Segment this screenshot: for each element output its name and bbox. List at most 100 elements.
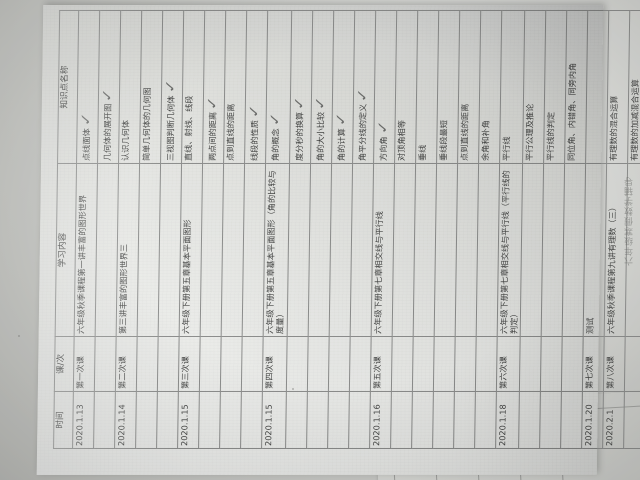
cell-time xyxy=(156,391,179,449)
cell-time xyxy=(219,391,242,449)
cell-session: 第二次课 xyxy=(115,336,138,392)
cell-content: 六年级下册第五章基本平面图形 xyxy=(179,163,203,337)
cell-content xyxy=(286,163,311,337)
cell-session xyxy=(157,336,180,392)
checkmark-icon: ✓ xyxy=(77,110,94,128)
table-body: 2020.1.13 第一次课 六年级秋季课程第一讲丰富的图形世界 点线面体✓ 几何体的展… xyxy=(72,10,640,449)
cell-time xyxy=(135,391,158,449)
cell-session xyxy=(94,336,117,392)
cell-time xyxy=(453,391,475,449)
cell-content xyxy=(391,163,416,337)
cell-knowledge: 有理数的加减混合运算 xyxy=(627,10,640,164)
cell-time xyxy=(240,391,263,449)
cell-content xyxy=(475,163,500,337)
cell-time: 2020.1.15 xyxy=(177,391,200,449)
header-time: 时间 xyxy=(53,391,74,449)
cell-session xyxy=(432,336,455,392)
cell-content xyxy=(454,163,479,337)
cell-knowledge: 方向角✓ xyxy=(373,10,397,164)
cell-content xyxy=(307,163,332,337)
cell-knowledge: 平行公理及推论 xyxy=(522,10,546,164)
cell-time xyxy=(518,391,541,449)
cell-content xyxy=(158,163,182,337)
cell-knowledge: 角的计算✓ xyxy=(331,10,355,164)
cell-time xyxy=(411,391,433,449)
cell-content xyxy=(541,163,565,337)
cell-time xyxy=(327,391,349,449)
cell-knowledge: 三视图判断几何体✓ xyxy=(160,10,184,164)
cell-session xyxy=(519,336,542,392)
cell-content xyxy=(520,163,544,337)
cell-knowledge: 几何体的展开图✓ xyxy=(97,10,121,164)
cell-session xyxy=(285,336,308,392)
cell-time xyxy=(539,391,562,449)
checkmark-icon: ✓ xyxy=(332,110,349,128)
cell-time xyxy=(93,391,116,449)
header-session: 课/次 xyxy=(54,336,75,392)
cell-knowledge: 垂线段最短 xyxy=(436,10,460,164)
checkmark-icon: ✓ xyxy=(245,102,262,120)
cell-session xyxy=(624,336,640,392)
cell-time: 2020.1.15 xyxy=(261,391,286,449)
checkmark-icon: ✓ xyxy=(290,94,307,112)
cell-content xyxy=(328,163,353,337)
cell-content xyxy=(221,163,245,337)
cell-knowledge: 度分秒的换算✓ xyxy=(289,10,313,164)
cell-session xyxy=(220,336,243,392)
cell-content xyxy=(95,163,119,337)
cell-knowledge: 认识几何体 xyxy=(118,10,142,164)
margin-handwriting-note: 六年级寒假数学辅导 xyxy=(625,176,635,266)
checkmark-icon: ✓ xyxy=(353,86,370,104)
cell-session: 第三次课 xyxy=(178,336,201,392)
cell-session: 第四次课 xyxy=(262,336,287,392)
cell-knowledge: 同位角、内错角、同旁内角 xyxy=(564,10,588,164)
cell-session: 第七次课 xyxy=(582,336,605,392)
cell-session: 第一次课 xyxy=(73,336,96,392)
cell-content xyxy=(349,163,374,337)
cell-knowledge: 角的概念✓ xyxy=(265,10,292,164)
cell-time: 2020.1.20 xyxy=(581,391,604,449)
checkmark-icon: ✓ xyxy=(374,119,390,136)
cell-knowledge: 角的大小比较✓ xyxy=(310,10,334,164)
cell-content: 六年级秋季课程第一讲丰富的图形世界 xyxy=(74,163,98,337)
cell-session xyxy=(199,336,222,392)
cell-session: 第五次课 xyxy=(369,336,392,392)
cell-knowledge: 点到直线的距离 xyxy=(457,10,481,164)
checkmark-icon: ✓ xyxy=(311,94,328,112)
cell-session: 第六次课 xyxy=(495,336,521,392)
cell-knowledge: 角平分线的定义✓ xyxy=(352,10,376,164)
cell-time: 2020.2.1 xyxy=(602,391,625,449)
cell-time xyxy=(623,391,640,449)
cell-content: 六年级下册第五章基本平面图形（角的比较与度量） xyxy=(263,163,290,337)
cell-session xyxy=(453,336,476,392)
cell-session xyxy=(327,336,350,392)
cell-knowledge: 平行线的判定 xyxy=(543,10,567,164)
cell-knowledge xyxy=(585,10,609,164)
checkmark-icon: ✓ xyxy=(204,94,220,112)
cell-time: 2020.1.16 xyxy=(369,391,391,449)
cell-content: 第三讲丰富的图形世界三 xyxy=(116,163,140,337)
cell-knowledge: 两点间的距离✓ xyxy=(202,10,226,164)
cell-time xyxy=(198,391,221,449)
cell-content xyxy=(433,163,458,337)
cell-time: 2020.1.13 xyxy=(72,391,95,449)
cell-content xyxy=(242,163,266,337)
cell-session xyxy=(136,336,159,392)
cell-content: 测试 xyxy=(583,163,607,337)
cell-time: 2020.1.14 xyxy=(114,391,137,449)
checkmark-icon: ✓ xyxy=(162,78,179,95)
cell-time xyxy=(306,391,328,449)
cell-knowledge: 余角和补角 xyxy=(478,10,502,164)
cell-time xyxy=(474,391,496,449)
cell-knowledge: 线段的性质✓ xyxy=(244,10,268,164)
cell-session xyxy=(540,336,563,392)
cell-knowledge: 点线面体✓ xyxy=(76,10,100,164)
cell-time xyxy=(432,391,454,449)
cell-content: 六年级下册第七章相交线与平行线 xyxy=(370,163,395,337)
cell-session xyxy=(561,336,584,392)
cell-knowledge: 平行线 xyxy=(499,10,525,164)
cell-content xyxy=(200,163,224,337)
cell-content: 六年级下册第七章相交线与平行线（平行线的判定） xyxy=(496,163,523,337)
cell-time: 2020.1.18 xyxy=(495,391,520,449)
